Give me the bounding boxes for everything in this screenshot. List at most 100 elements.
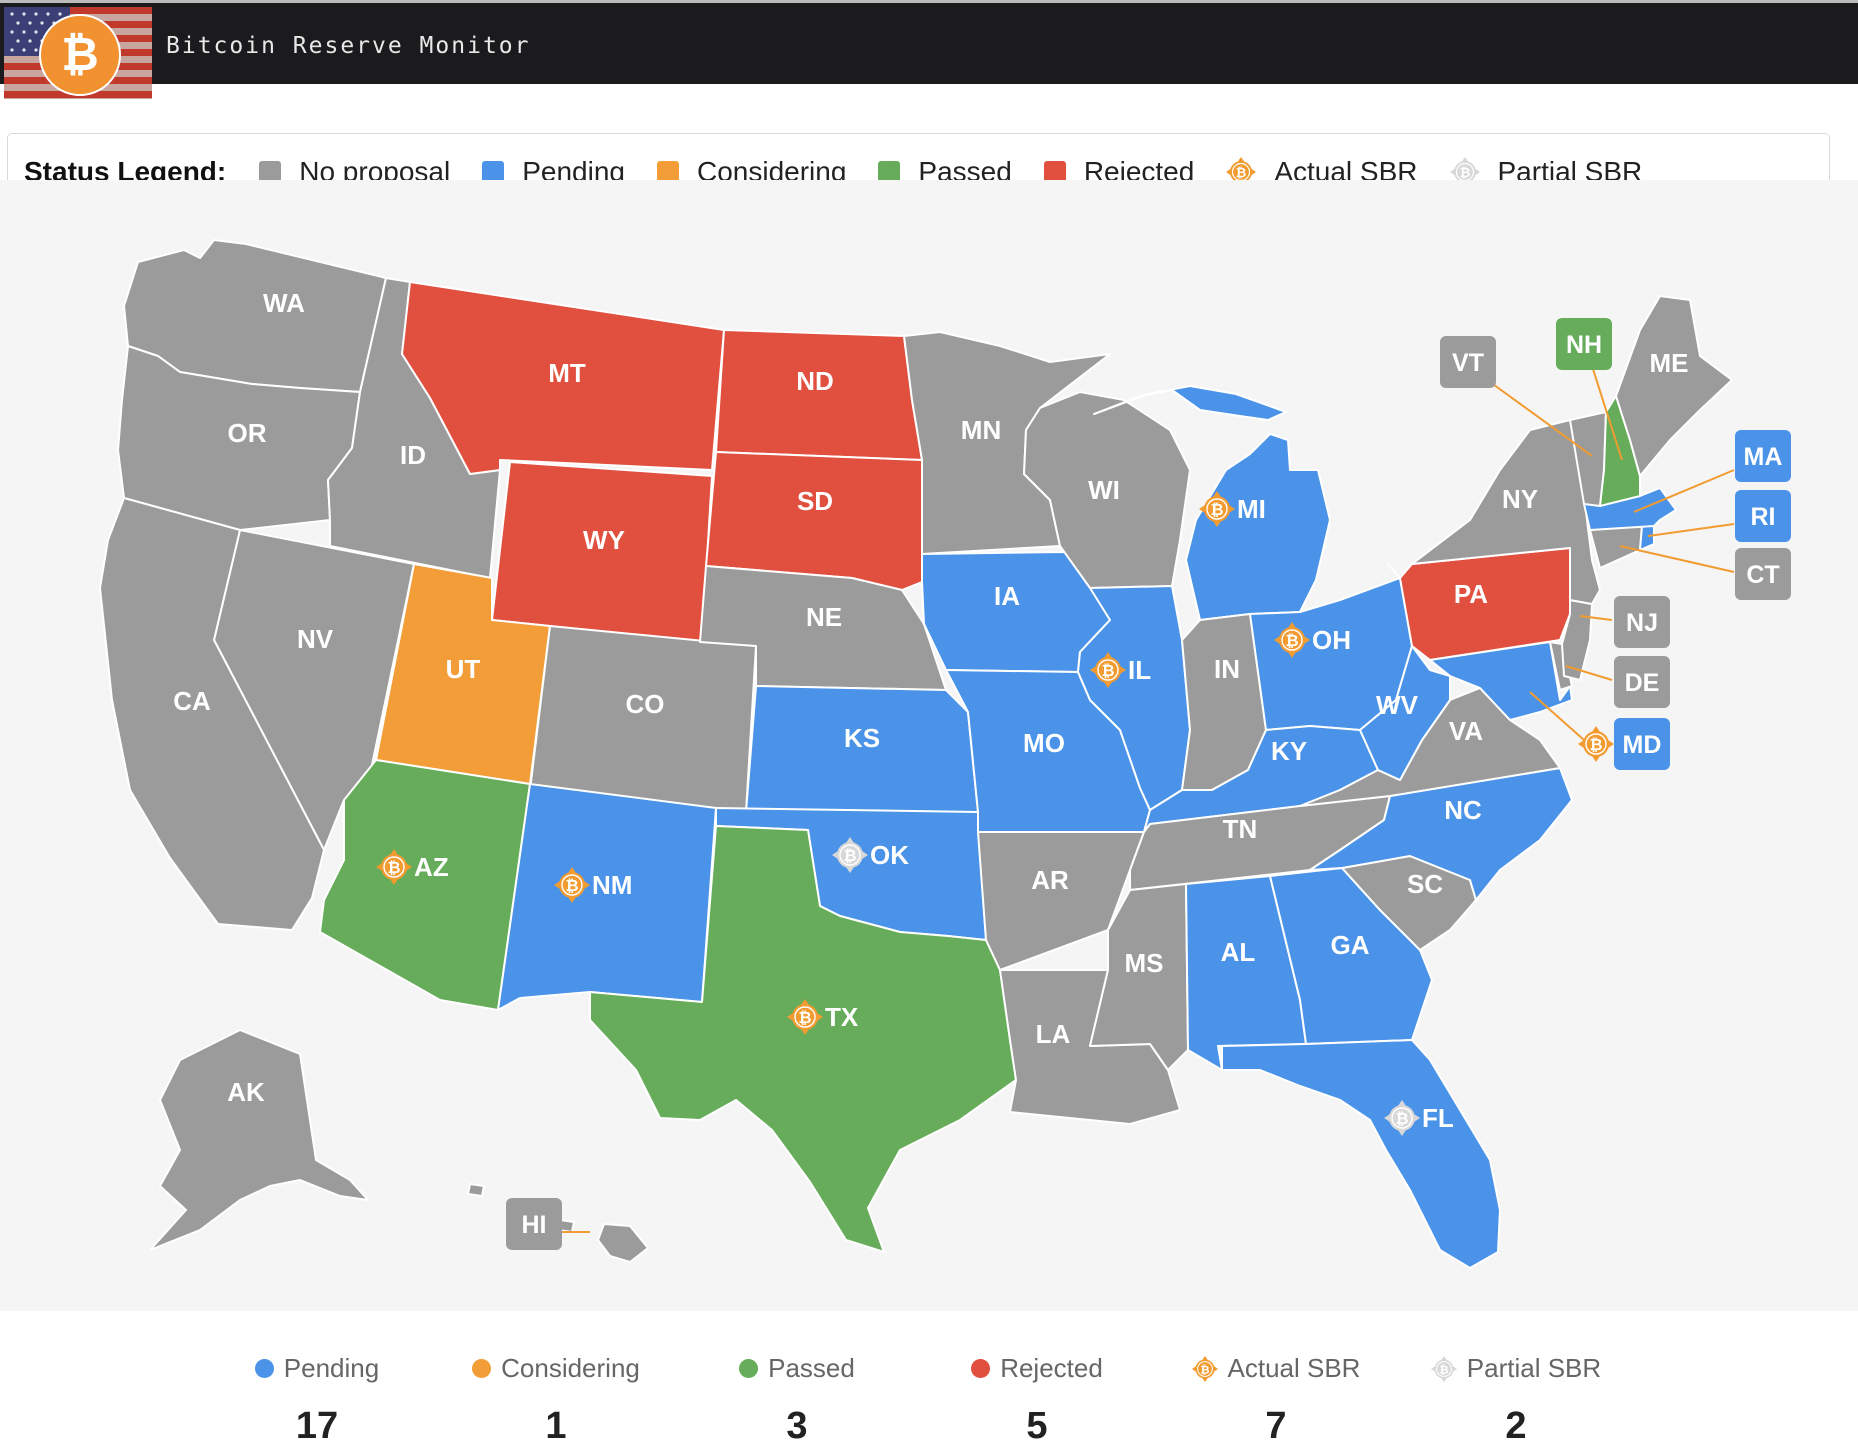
state-label-ME: ME <box>1650 348 1689 378</box>
svg-text:VT: VT <box>1452 349 1484 377</box>
state-box-label-HI[interactable]: HI <box>506 1198 562 1250</box>
stat-count: 5 <box>1026 1405 1048 1447</box>
state-label-TX: TX <box>786 998 859 1036</box>
svg-text:RI: RI <box>1751 503 1776 531</box>
state-label-ID: ID <box>400 440 426 470</box>
state-label-SD: SD <box>797 486 833 516</box>
svg-text:NC: NC <box>1444 795 1482 825</box>
state-label-NV: NV <box>297 624 334 654</box>
state-label-ND: ND <box>796 366 834 396</box>
bitcoin-flag-logo[interactable]: ₿ <box>4 7 152 103</box>
state-label-UT: UT <box>446 654 481 684</box>
state-DE[interactable] <box>1549 641 1573 691</box>
state-box-label-DE[interactable]: DE <box>1614 656 1670 708</box>
stat-label: Pending <box>283 1353 380 1383</box>
svg-text:NH: NH <box>1566 331 1602 359</box>
svg-text:AL: AL <box>1221 937 1256 967</box>
state-label-NC: NC <box>1444 795 1482 825</box>
svg-text:WA: WA <box>263 288 305 318</box>
state-label-NE: NE <box>806 602 842 632</box>
state-CO[interactable] <box>529 625 757 813</box>
considering-swatch <box>656 160 679 183</box>
svg-text:OR: OR <box>228 418 267 448</box>
state-MS[interactable] <box>1089 883 1189 1071</box>
state-label-NY: NY <box>1502 484 1538 514</box>
state-label-LA: LA <box>1036 1019 1071 1049</box>
svg-text:KS: KS <box>844 723 880 753</box>
leader-NJ <box>1579 615 1613 621</box>
svg-text:₿: ₿ <box>1439 1363 1448 1376</box>
svg-text:CA: CA <box>173 686 211 716</box>
state-MA[interactable] <box>1583 487 1677 531</box>
state-label-MT: MT <box>548 358 586 388</box>
state-MD[interactable] <box>1429 641 1573 721</box>
svg-text:MI: MI <box>1237 494 1266 524</box>
pending-swatch <box>482 160 505 183</box>
state-AZ[interactable] <box>319 759 531 1011</box>
stat-label: Considering <box>501 1353 640 1383</box>
stat-passed: Passed 3 <box>677 1353 917 1453</box>
state-box-label-NJ[interactable]: NJ <box>1614 596 1670 648</box>
rejected-swatch <box>1043 160 1066 183</box>
state-label-AL: AL <box>1221 937 1256 967</box>
state-label-KS: KS <box>844 723 880 753</box>
svg-text:ME: ME <box>1650 348 1689 378</box>
state-NJ[interactable] <box>1561 599 1593 681</box>
svg-text:SD: SD <box>797 486 833 516</box>
stat-count: 2 <box>1505 1405 1527 1447</box>
state-box-label-MD[interactable]: MD <box>1577 718 1670 770</box>
state-CA[interactable] <box>99 497 325 931</box>
state-box-label-VT[interactable]: VT <box>1440 336 1496 388</box>
state-label-MI: MI <box>1198 490 1266 528</box>
state-label-CA: CA <box>173 686 211 716</box>
state-label-MN: MN <box>961 415 1001 445</box>
state-NY[interactable] <box>1411 419 1601 605</box>
state-NC[interactable] <box>1309 767 1573 901</box>
state-ME[interactable] <box>1615 295 1733 477</box>
stat-partial-sbr: ₿ Partial SBR 2 <box>1396 1353 1636 1453</box>
svg-text:VA: VA <box>1449 716 1483 746</box>
state-box-label-NH[interactable]: NH <box>1556 318 1612 370</box>
stat-rejected: Rejected 5 <box>917 1353 1157 1453</box>
svg-text:MA: MA <box>1744 443 1783 471</box>
svg-text:SC: SC <box>1407 869 1443 899</box>
svg-text:NV: NV <box>297 624 334 654</box>
state-CT[interactable] <box>1589 525 1643 569</box>
state-label-VA: VA <box>1449 716 1483 746</box>
passed-dot <box>739 1359 759 1378</box>
top-bar: ₿ Bitcoin Reserve Monitor <box>0 0 1858 99</box>
svg-text:UT: UT <box>446 654 481 684</box>
state-label-PA: PA <box>1454 579 1488 609</box>
status-summary: Pending 17 Considering 1 Passed 3 Reject… <box>0 1311 1858 1452</box>
svg-text:₿: ₿ <box>1200 1363 1209 1376</box>
stat-count: 7 <box>1265 1405 1287 1447</box>
svg-text:KY: KY <box>1271 736 1307 766</box>
svg-text:MO: MO <box>1023 728 1065 758</box>
leader-MA <box>1633 469 1735 513</box>
state-box-label-CT[interactable]: CT <box>1735 548 1791 600</box>
state-box-label-RI[interactable]: RI <box>1735 490 1791 542</box>
stat-label: Passed <box>768 1353 855 1383</box>
stat-label: Partial SBR <box>1466 1353 1602 1383</box>
considering-dot <box>472 1359 492 1378</box>
svg-text:DE: DE <box>1625 669 1660 697</box>
state-label-WI: WI <box>1088 475 1120 505</box>
state-AK[interactable] <box>149 1029 369 1251</box>
bitcoin-reserve-icon: ₿ <box>1191 1355 1218 1382</box>
stat-count: 1 <box>545 1405 567 1447</box>
state-WV[interactable] <box>1359 645 1451 781</box>
state-FL[interactable] <box>1221 1039 1501 1269</box>
svg-text:PA: PA <box>1454 579 1488 609</box>
state-label-IL: IL <box>1089 651 1151 689</box>
state-label-AK: AK <box>227 1077 265 1107</box>
state-label-WA: WA <box>263 288 305 318</box>
svg-text:FL: FL <box>1422 1103 1454 1133</box>
svg-text:MN: MN <box>961 415 1001 445</box>
state-box-label-MA[interactable]: MA <box>1735 430 1791 482</box>
state-label-FL: FL <box>1383 1099 1454 1137</box>
state-TX[interactable] <box>589 825 1017 1253</box>
stat-count: 17 <box>295 1405 339 1447</box>
state-label-KY: KY <box>1271 736 1307 766</box>
state-RI[interactable] <box>1639 525 1655 551</box>
svg-text:₿: ₿ <box>1236 166 1247 181</box>
